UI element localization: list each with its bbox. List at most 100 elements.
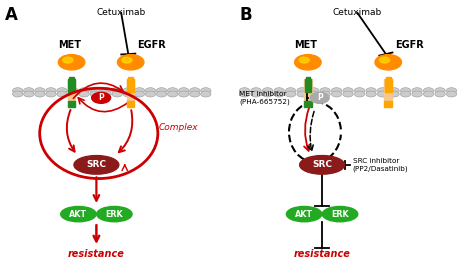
Circle shape: [447, 91, 457, 97]
Circle shape: [101, 91, 111, 97]
Text: Cetuximab: Cetuximab: [97, 7, 146, 16]
Circle shape: [435, 88, 445, 94]
Circle shape: [423, 88, 434, 94]
Circle shape: [401, 88, 411, 94]
Circle shape: [377, 91, 388, 97]
Bar: [385, 79, 392, 92]
Circle shape: [201, 91, 211, 97]
Circle shape: [179, 88, 189, 94]
Circle shape: [91, 92, 110, 103]
Text: MET inhibitor
(PHA-665752): MET inhibitor (PHA-665752): [239, 91, 290, 104]
Bar: [384, 79, 392, 101]
Circle shape: [123, 88, 134, 94]
Bar: [127, 101, 135, 108]
Text: P: P: [317, 93, 323, 102]
Ellipse shape: [61, 207, 96, 222]
Circle shape: [63, 57, 73, 63]
Circle shape: [68, 91, 78, 97]
Circle shape: [343, 91, 353, 97]
Circle shape: [389, 88, 399, 94]
Circle shape: [134, 91, 145, 97]
Circle shape: [12, 91, 23, 97]
Text: EGFR: EGFR: [395, 40, 424, 50]
Circle shape: [297, 88, 307, 94]
Circle shape: [412, 91, 422, 97]
Bar: [386, 77, 391, 83]
Circle shape: [190, 91, 200, 97]
Circle shape: [285, 91, 296, 97]
Circle shape: [12, 88, 23, 94]
Text: SRC: SRC: [86, 160, 106, 169]
Circle shape: [190, 88, 200, 94]
Circle shape: [146, 88, 155, 94]
Circle shape: [343, 88, 353, 94]
Bar: [304, 101, 312, 108]
Circle shape: [375, 55, 401, 70]
Bar: [128, 77, 133, 83]
Text: B: B: [239, 6, 252, 24]
Circle shape: [377, 88, 388, 94]
Circle shape: [46, 91, 56, 97]
Circle shape: [239, 88, 250, 94]
Text: Complex: Complex: [159, 123, 199, 133]
Bar: [68, 79, 75, 101]
Circle shape: [295, 55, 321, 70]
Ellipse shape: [286, 207, 322, 222]
Circle shape: [68, 88, 78, 94]
Text: ERK: ERK: [106, 210, 123, 219]
Circle shape: [122, 57, 132, 63]
Text: SRC inhibitor
(PP2/Dasatinib): SRC inhibitor (PP2/Dasatinib): [353, 158, 409, 172]
Bar: [306, 77, 310, 83]
Circle shape: [401, 91, 411, 97]
Circle shape: [134, 88, 145, 94]
Circle shape: [146, 91, 155, 97]
Circle shape: [355, 88, 365, 94]
Circle shape: [123, 91, 134, 97]
Circle shape: [263, 88, 273, 94]
Circle shape: [263, 91, 273, 97]
Text: A: A: [5, 6, 18, 24]
Circle shape: [274, 91, 284, 97]
Circle shape: [79, 88, 89, 94]
Circle shape: [118, 55, 144, 70]
Circle shape: [57, 91, 67, 97]
Ellipse shape: [322, 207, 358, 222]
Circle shape: [285, 88, 296, 94]
Circle shape: [58, 55, 85, 70]
Bar: [305, 79, 311, 92]
Circle shape: [24, 88, 34, 94]
Circle shape: [35, 91, 45, 97]
Bar: [384, 101, 392, 108]
Circle shape: [412, 88, 422, 94]
Circle shape: [355, 91, 365, 97]
Circle shape: [320, 91, 330, 97]
Ellipse shape: [74, 156, 119, 174]
Circle shape: [389, 91, 399, 97]
Circle shape: [201, 88, 211, 94]
Circle shape: [447, 88, 457, 94]
Ellipse shape: [300, 156, 345, 174]
Text: resistance: resistance: [293, 249, 350, 259]
Bar: [128, 79, 134, 92]
Circle shape: [331, 88, 342, 94]
Circle shape: [366, 88, 376, 94]
Circle shape: [435, 91, 445, 97]
Circle shape: [179, 91, 189, 97]
Circle shape: [309, 88, 319, 94]
Bar: [68, 101, 75, 108]
Text: AKT: AKT: [295, 210, 313, 219]
Circle shape: [90, 91, 100, 97]
Circle shape: [380, 57, 390, 63]
Text: MET: MET: [58, 40, 81, 50]
Circle shape: [112, 88, 122, 94]
Circle shape: [101, 88, 111, 94]
Circle shape: [24, 91, 34, 97]
Circle shape: [79, 91, 89, 97]
Circle shape: [310, 92, 329, 103]
Circle shape: [239, 91, 250, 97]
Text: MET: MET: [294, 40, 317, 50]
Text: AKT: AKT: [69, 210, 87, 219]
Circle shape: [167, 88, 178, 94]
Bar: [127, 79, 135, 101]
Bar: [304, 79, 312, 101]
